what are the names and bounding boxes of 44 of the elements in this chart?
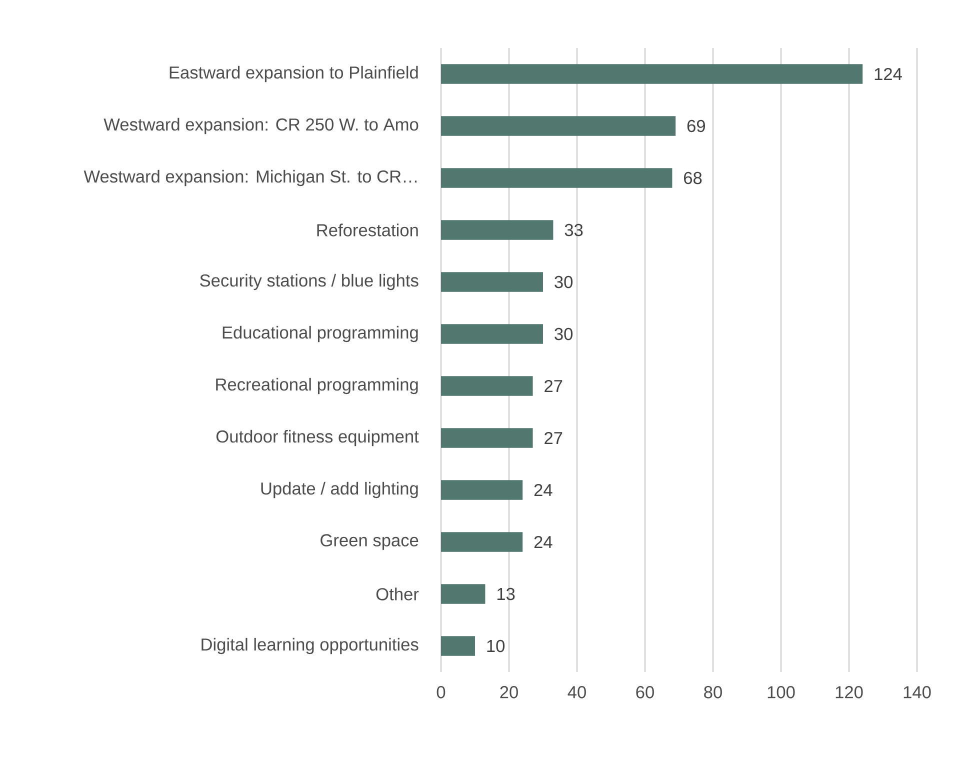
bar	[441, 220, 554, 240]
y-tick-label: Reforestation	[317, 224, 418, 236]
bar	[441, 532, 523, 552]
x-tick-label: 100	[768, 686, 795, 698]
y-tick-label: Security stations / blue lights	[200, 274, 418, 290]
data-label: 13	[497, 588, 515, 600]
data-label: 24	[534, 536, 552, 548]
data-label: 69	[687, 120, 705, 132]
bar	[441, 480, 523, 500]
y-tick-label: Other	[376, 588, 419, 600]
bar	[441, 116, 676, 136]
y-tick-label: Westward expansion: Michigan St. to CR…	[84, 170, 417, 186]
data-label: 68	[684, 172, 702, 184]
data-label: 27	[544, 380, 562, 392]
bar	[441, 168, 672, 188]
bar	[441, 376, 533, 396]
y-tick-label: Digital learning opportunities	[202, 638, 418, 654]
y-tick-label: Westward expansion: CR 250 W. to Amo	[104, 118, 418, 134]
y-tick-label: Update / add lighting	[261, 482, 418, 498]
y-tick-label: Educational programming	[222, 326, 418, 342]
data-label: 33	[564, 224, 583, 236]
y-tick-label: Green space	[320, 534, 418, 550]
bar	[441, 584, 486, 604]
bar	[441, 64, 863, 84]
data-label: 124	[874, 68, 902, 80]
data-label: 30	[554, 328, 573, 340]
x-tick-label: 80	[704, 686, 722, 698]
bar	[441, 428, 533, 448]
x-tick-label: 40	[568, 686, 586, 698]
data-label: 30	[554, 276, 573, 288]
data-label: 10	[487, 640, 505, 652]
data-label: 27	[544, 432, 562, 444]
x-tick-label: 120	[836, 686, 863, 698]
bar	[441, 636, 475, 656]
x-tick-label: 60	[636, 686, 654, 698]
y-tick-label: Outdoor fitness equipment	[216, 430, 419, 446]
y-tick-label: Eastward expansion to Plainfield	[170, 66, 418, 82]
data-label: 24	[534, 484, 552, 496]
bar	[441, 324, 543, 344]
x-tick-label: 0	[436, 686, 446, 698]
x-tick-label: 20	[500, 686, 518, 698]
bar	[441, 272, 543, 292]
x-tick-label: 140	[904, 686, 931, 698]
y-tick-label: Recreational programming	[216, 378, 418, 394]
